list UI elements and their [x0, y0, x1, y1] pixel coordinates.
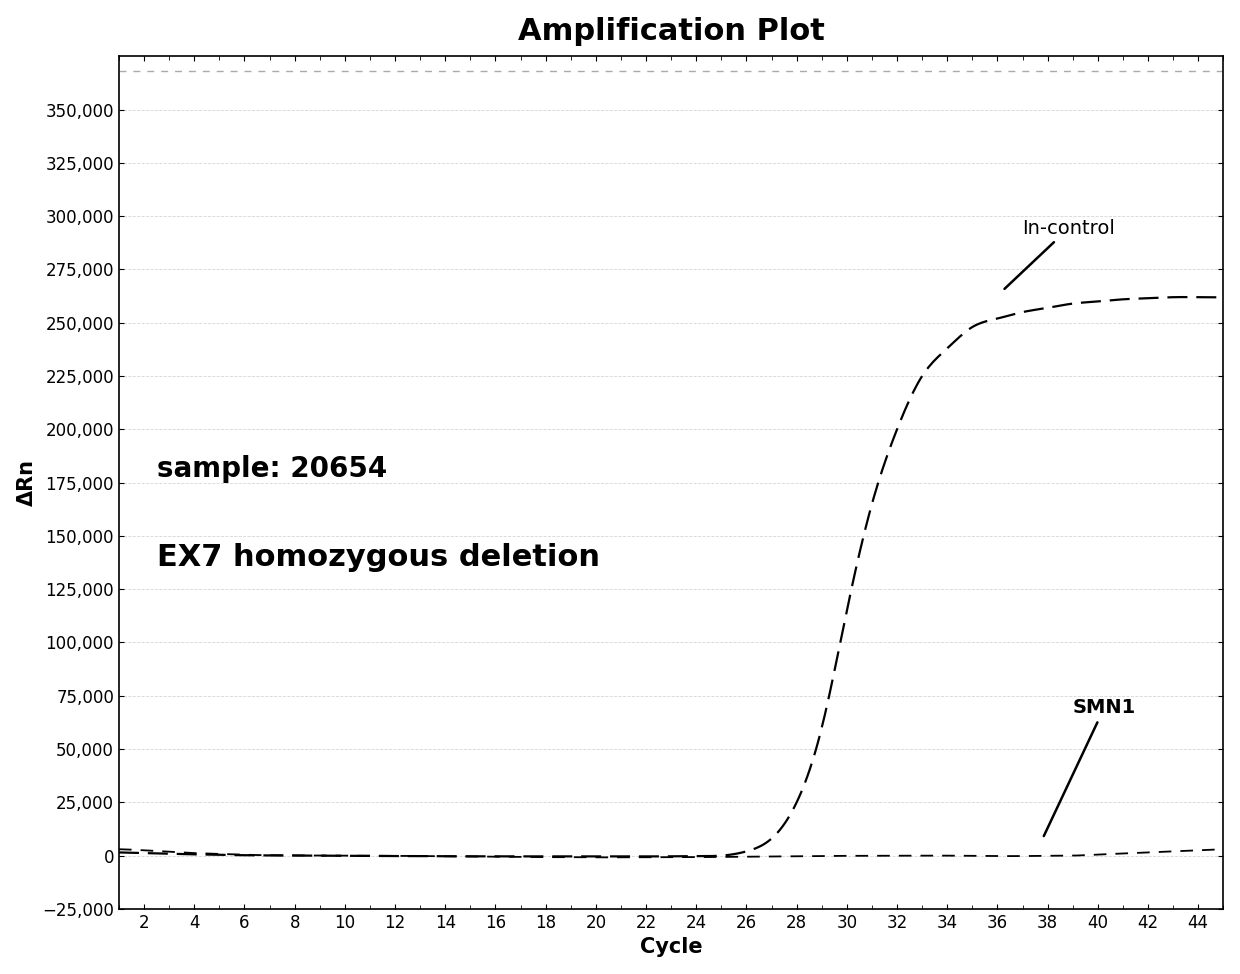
Text: EX7 homozygous deletion: EX7 homozygous deletion	[156, 543, 600, 572]
Text: sample: 20654: sample: 20654	[156, 455, 387, 483]
Title: Amplification Plot: Amplification Plot	[518, 17, 825, 46]
Text: In-control: In-control	[1004, 218, 1116, 289]
Text: SMN1: SMN1	[1044, 698, 1136, 836]
X-axis label: Cycle: Cycle	[640, 937, 702, 957]
Y-axis label: ΔRn: ΔRn	[16, 459, 37, 506]
